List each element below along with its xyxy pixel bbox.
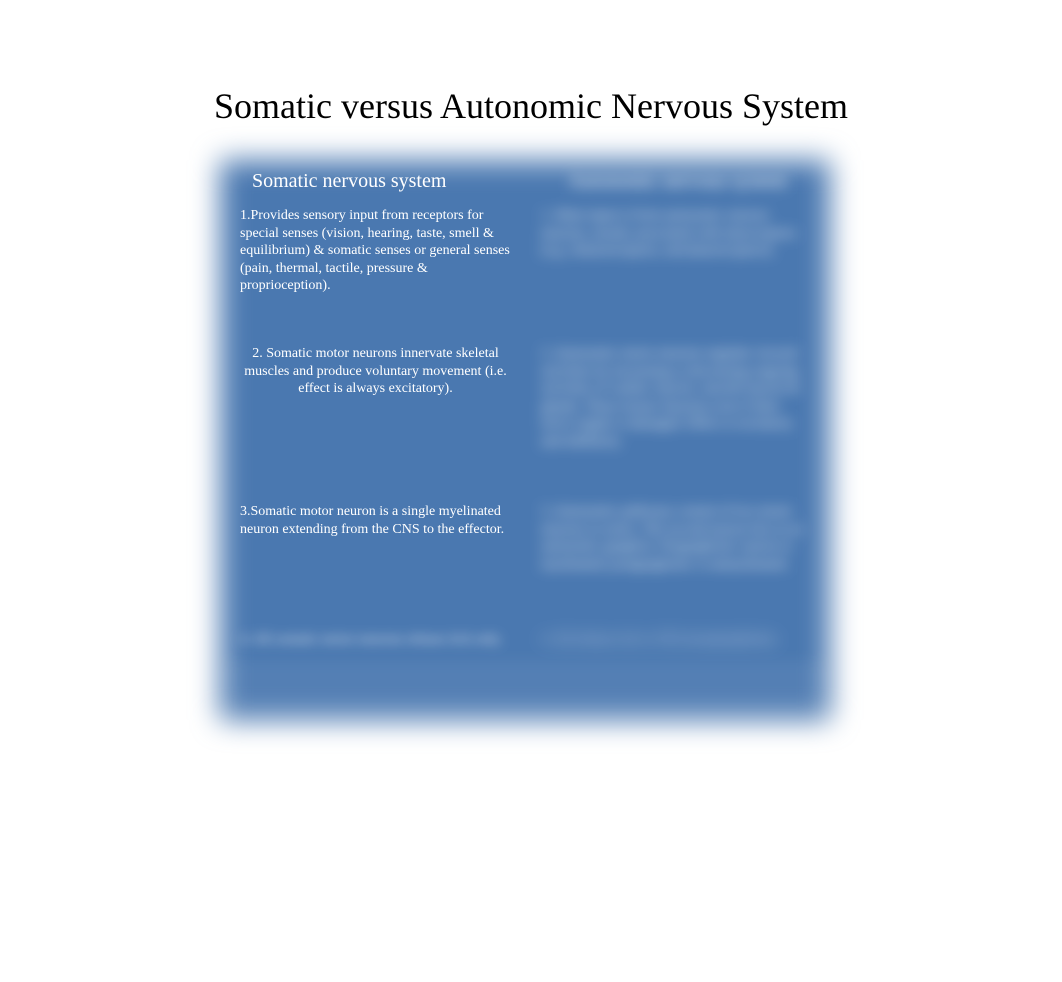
somatic-row-3: 3.Somatic motor neuron is a single myeli… xyxy=(240,503,511,603)
page-title: Somatic versus Autonomic Nervous System xyxy=(0,85,1062,127)
autonomic-row-2: 2. Autonomic motor neurons regulate visc… xyxy=(541,345,814,465)
column-header-autonomic: Autonomic nervous system xyxy=(541,170,814,193)
slide-content: Somatic nervous system 1.Provides sensor… xyxy=(220,160,830,720)
autonomic-row-3: 3. Autonomic pathways consist of two mot… xyxy=(541,503,814,603)
column-somatic: Somatic nervous system 1.Provides sensor… xyxy=(220,160,525,720)
column-header-somatic: Somatic nervous system xyxy=(240,170,511,193)
column-autonomic: Autonomic nervous system 1. Main input i… xyxy=(525,160,830,720)
slide-bottom-strip xyxy=(220,662,830,720)
autonomic-row-1: 1. Main input is from autonomic sensory … xyxy=(541,207,814,297)
comparison-slide: Somatic nervous system 1.Provides sensor… xyxy=(220,160,830,720)
somatic-row-2: 2. Somatic motor neurons innervate skele… xyxy=(240,345,511,465)
somatic-row-1: 1.Provides sensory input from receptors … xyxy=(240,207,511,297)
